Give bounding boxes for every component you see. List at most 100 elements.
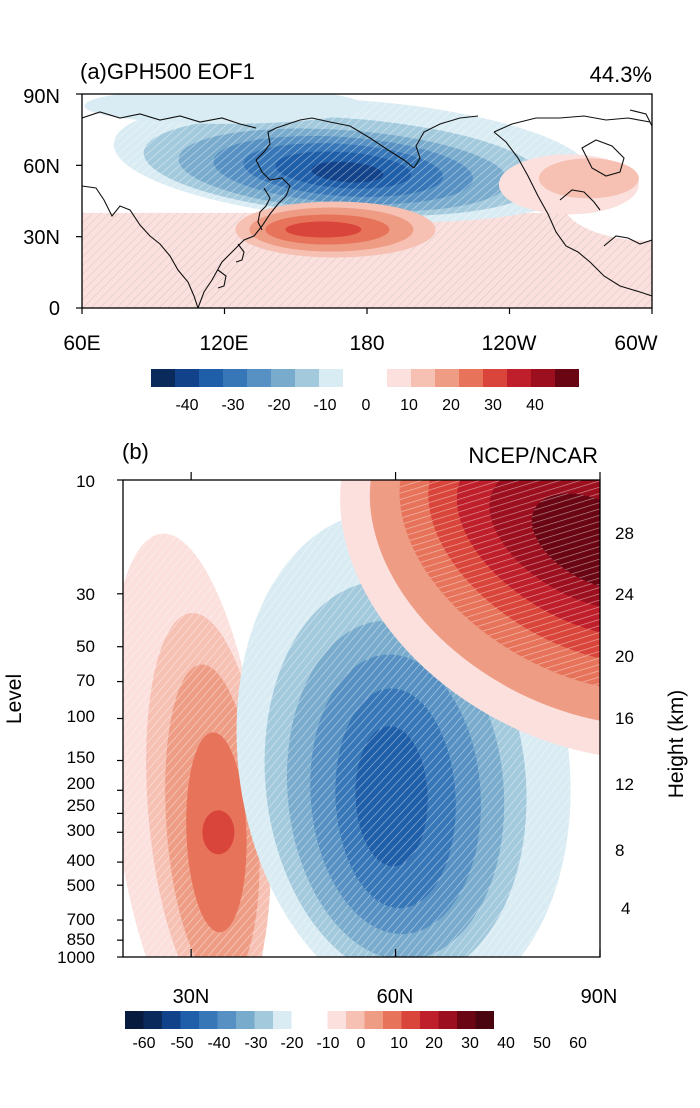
colorbar-b-segment — [180, 1011, 199, 1029]
panel-a-colorbar — [151, 369, 579, 387]
colorbar-a-segment — [199, 369, 223, 387]
colorbar-a-segment — [411, 369, 435, 387]
panel-b-ytick-label: 150 — [67, 748, 95, 767]
negative-contour-50-hatch — [355, 726, 428, 867]
panel-b-cbar-label: 0 — [357, 1035, 366, 1052]
colorbar-b-segment — [327, 1011, 346, 1029]
colorbar-a-segment — [295, 369, 319, 387]
panel-a-cbar-label: 40 — [526, 397, 544, 414]
panel-b-cbar-label: 60 — [569, 1035, 587, 1052]
colorbar-b-segment — [401, 1011, 420, 1029]
colorbar-a-segment — [531, 369, 555, 387]
panel-a-cbar-label: -30 — [221, 397, 244, 414]
panel-b-dataset-label: NCEP/NCAR — [468, 443, 598, 468]
panel-b-ytick-label: 50 — [76, 637, 95, 656]
panel-a-cbar-label: 20 — [442, 397, 460, 414]
panel-a-cbar-label: 0 — [362, 397, 371, 414]
panel-b-cbar-label: 30 — [461, 1035, 479, 1052]
panel-a-cbar-label: 10 — [400, 397, 418, 414]
panel-b-ytick-label: 850 — [67, 930, 95, 949]
positive-contour-30 — [202, 810, 235, 855]
panel-a-xtick-label: 120W — [482, 332, 537, 355]
colorbar-a-segment — [435, 369, 459, 387]
panel-b-ytick-label: 1000 — [57, 948, 95, 967]
colorbar-b-segment — [475, 1011, 494, 1029]
panel-a-ytick-label: 30N — [23, 227, 60, 249]
colorbar-b-segment — [217, 1011, 236, 1029]
panel-a-title: (a)GPH500 EOF1 — [80, 59, 255, 84]
panel-b-y2tick-label: 12 — [615, 775, 634, 794]
panel-b-ytick-label: 250 — [67, 796, 95, 815]
panel-a-coastlines — [82, 109, 652, 308]
panel-b-ytick-label: 300 — [67, 821, 95, 840]
panel-b-y2tick-label: 28 — [615, 524, 634, 543]
panel-b-cbar-label: -40 — [207, 1035, 230, 1052]
colorbar-a-segment — [343, 369, 387, 387]
colorbar-a-segment — [387, 369, 411, 387]
panel-b-cbar-label: 50 — [533, 1035, 551, 1052]
colorbar-b-segment — [346, 1011, 365, 1029]
panel-a-ytick-label: 90N — [23, 86, 60, 108]
colorbar-b-segment — [438, 1011, 457, 1029]
colorbar-b-segment — [457, 1011, 476, 1029]
panel-b-ytick-label: 100 — [67, 707, 95, 726]
negative-contour-40-hatch — [311, 161, 384, 183]
panel-a-cbar-label: -10 — [313, 397, 336, 414]
panel-a-ytick-label: 0 — [49, 298, 60, 320]
panel-a-cbar-label: -40 — [175, 397, 198, 414]
colorbar-a-segment — [483, 369, 507, 387]
panel-a-xtick-label: 60W — [614, 332, 657, 355]
panel-b-xtick-label: 90N — [581, 986, 618, 1008]
panel-a-cbar-label: -20 — [267, 397, 290, 414]
weak-positive-region — [538, 158, 639, 199]
panel-b-ytick-label: 500 — [67, 876, 95, 895]
positive-contour-25 — [285, 221, 362, 238]
panel-b-y2tick-label: 8 — [615, 841, 624, 860]
panel-b-ytick-label: 10 — [76, 472, 95, 491]
colorbar-a-segment — [507, 369, 531, 387]
panel-a-cbar-label: 30 — [484, 397, 502, 414]
colorbar-b-segment — [254, 1011, 273, 1029]
colorbar-a-segment — [223, 369, 247, 387]
colorbar-b-segment — [364, 1011, 383, 1029]
colorbar-b-segment — [162, 1011, 181, 1029]
colorbar-b-segment — [291, 1011, 328, 1029]
panel-b-y2tick-label: 20 — [615, 647, 634, 666]
panel-b-ytick-label: 70 — [76, 671, 95, 690]
panel-b-y2label: Height (km) — [665, 690, 688, 799]
colorbar-a-segment — [459, 369, 483, 387]
panel-a-ticks — [76, 93, 653, 314]
negative-band — [84, 94, 365, 124]
panel-b-ytick-label: 400 — [67, 851, 95, 870]
panel-a-xtick-label: 60E — [63, 332, 100, 355]
panel-b-xtick-label: 60N — [377, 986, 414, 1008]
panel-b-ytick-label: 200 — [67, 774, 95, 793]
colorbar-a-segment — [555, 369, 579, 387]
colorbar-a-segment — [247, 369, 271, 387]
panel-b-y2tick-label: 4 — [621, 899, 630, 918]
panel-b-cbar-label: -60 — [132, 1035, 155, 1052]
panel-b-ticks — [117, 472, 601, 958]
panel-a-xtick-label: 180 — [349, 332, 384, 355]
colorbar-a-segment — [151, 369, 175, 387]
colorbar-b-segment — [143, 1011, 162, 1029]
colorbar-b-segment — [273, 1011, 292, 1029]
colorbar-b-segment — [236, 1011, 255, 1029]
panel-b-y2tick-label: 16 — [615, 709, 634, 728]
panel-b-title: (b) — [122, 439, 149, 464]
colorbar-b-segment — [420, 1011, 439, 1029]
panel-b-cbar-label: 10 — [390, 1035, 408, 1052]
colorbar-a-segment — [175, 369, 199, 387]
colorbar-a-segment — [271, 369, 295, 387]
panel-b-xtick-label: 30N — [173, 986, 210, 1008]
colorbar-b-segment — [125, 1011, 144, 1029]
panel-b-cbar-label: 40 — [497, 1035, 515, 1052]
panel-b-cbar-label: -20 — [280, 1035, 303, 1052]
panel-a-ytick-label: 60N — [23, 156, 60, 178]
colorbar-b-segment — [199, 1011, 218, 1029]
panel-a-xtick-label: 120E — [199, 332, 248, 355]
panel-b-colorbar — [125, 1011, 494, 1029]
colorbar-b-segment — [383, 1011, 402, 1029]
neutral-region — [82, 179, 142, 208]
